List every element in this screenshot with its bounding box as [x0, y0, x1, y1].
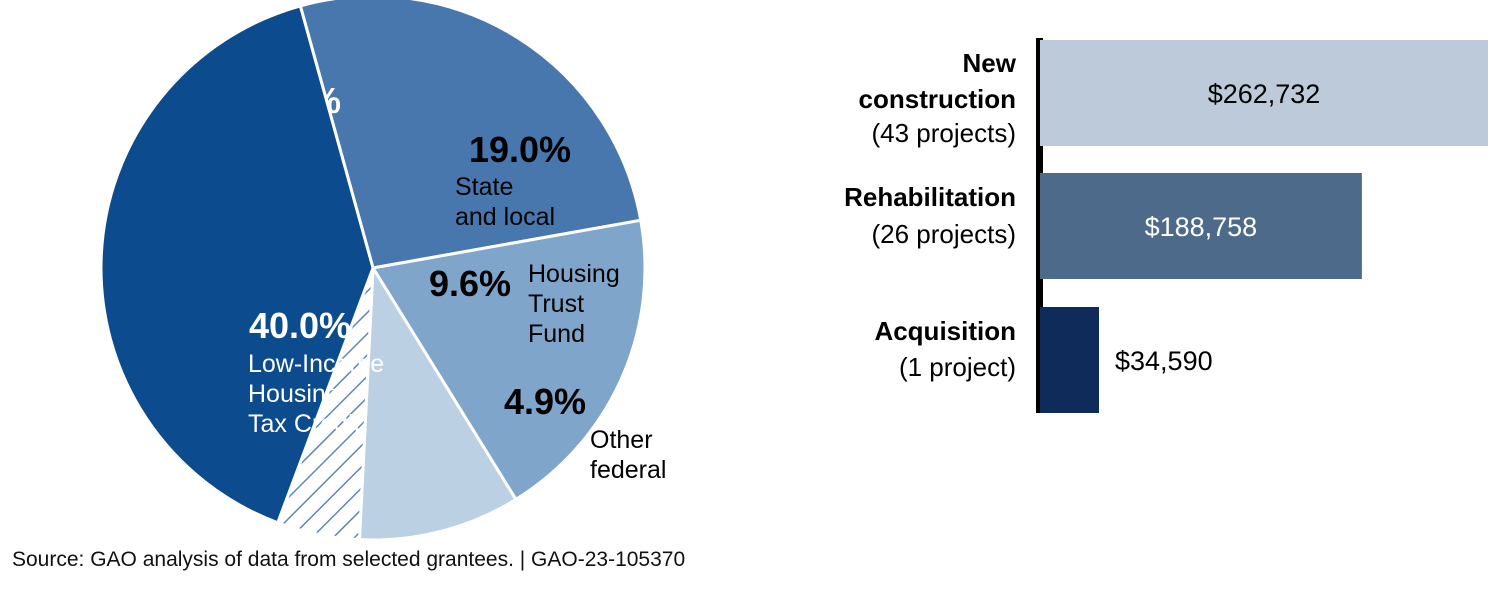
- bar-value-label-2: $34,590: [1115, 346, 1213, 376]
- pie-slice-value-label-4: 40.0%: [249, 305, 351, 346]
- pie-slice-label-4: Low-Income Housing Tax Credit: [248, 350, 384, 438]
- pie-slice-label-1: State and local: [455, 173, 555, 231]
- pie-slice-value-label-2: 9.6%: [429, 263, 511, 304]
- bar-chart: $262,732 New construction (43 projects) $188…: [844, 38, 1488, 413]
- pie-slice-2: [357, 263, 518, 542]
- pie-slice-0: [298, 0, 643, 270]
- pie-slice-label-2: Housing Trust Fund: [528, 260, 620, 348]
- bar-value-label-1: $188,758: [1145, 212, 1258, 242]
- pie-slice-1: [370, 218, 647, 502]
- source-note: Source: GAO analysis of data from select…: [12, 548, 686, 571]
- bar-category-label-2: Acquisition (1 project): [874, 316, 1016, 382]
- bar-value-label-0: $262,732: [1208, 79, 1321, 109]
- bar-2: [1040, 307, 1099, 413]
- pie-slice-value-label-3: 4.9%: [504, 381, 586, 422]
- pie-slice-4: [99, 4, 375, 525]
- pie-slice-label-3: Other federal: [590, 426, 666, 484]
- bar-category-label-1: Rehabilitation (26 projects): [844, 182, 1016, 249]
- bar-axis-line: [1036, 38, 1043, 413]
- pie-slice-value-label-1: 19.0%: [469, 129, 571, 170]
- bar-0: [1040, 40, 1488, 146]
- bar-1: [1040, 173, 1362, 279]
- bar-category-label-0: New construction (43 projects): [859, 48, 1017, 148]
